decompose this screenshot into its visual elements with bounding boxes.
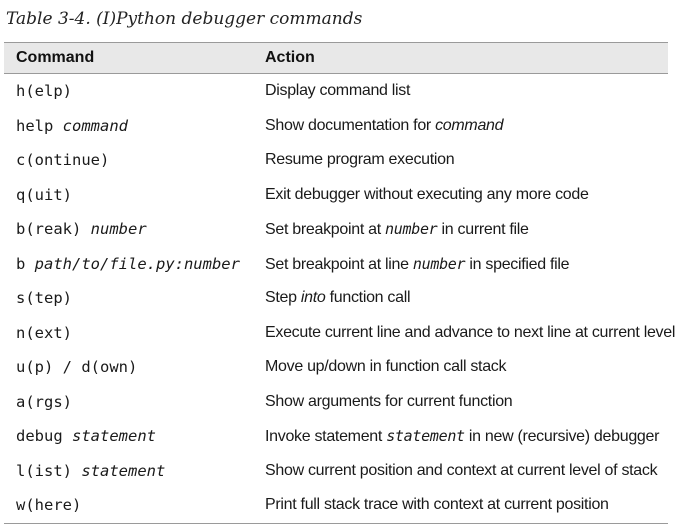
table-caption: Table 3-4. (I)Python debugger commands [6,9,363,29]
action-text: Set breakpoint at [265,221,386,238]
action-text: Show arguments for current function [265,392,513,410]
command-cell: s(tep) [16,281,72,316]
action-text: Resume program execution [265,151,455,168]
table-row: q(uit) Exit debugger without executing an… [4,178,668,213]
command-cell: b path/to/file.py:number [16,247,240,282]
command-text: n(ext) [16,323,72,342]
command-cell: debug statement [16,419,156,454]
table-row: help command Show documentation for comma… [4,109,668,144]
table-row: debug statement Invoke statement statemen… [4,419,668,454]
action-cell: Set breakpoint at line number in specifi… [265,247,570,282]
action-cell: Print full stack trace with context at c… [265,488,609,523]
command-cell: help command [16,109,128,144]
table-row: l(ist) statement Show current position an… [4,454,668,489]
action-code-term: statement [386,427,465,445]
command-text: q(uit) [16,185,72,204]
action-text: function call [325,289,411,306]
action-text: in new (recursive) debugger [464,428,660,445]
command-text: b(reak) [16,220,91,238]
command-argument: statement [81,461,166,480]
command-text: a(rgs) [16,392,72,411]
command-cell: h(elp) [16,74,72,109]
action-text: Invoke statement [265,428,387,445]
action-text: in specified file [465,255,570,273]
table-row: h(elp) Display command list [4,74,668,109]
action-cell: Set breakpoint at number in current file [265,212,529,247]
action-cell: Execute current line and advance to next… [265,316,675,351]
action-text: Show documentation for [265,116,436,134]
action-code-term: number [385,220,438,238]
command-cell: c(ontinue) [16,143,109,178]
action-cell: Show current position and context at cur… [265,454,658,489]
table-body: h(elp) Display command list help command Sh… [4,74,675,523]
command-argument: path/to/file.py:number [34,254,240,273]
action-text: Step [265,289,301,306]
command-argument: command [62,116,128,135]
action-text: Move up/down in function call stack [265,358,507,375]
table-row: c(ontinue) Resume program execution [4,143,668,178]
action-cell: Move up/down in function call stack [265,350,507,385]
action-text: Print full stack trace with context at c… [265,496,609,513]
action-cell: Display command list [265,74,410,109]
action-emphasis: into [300,289,326,306]
table-header-row: Command Action [4,42,668,74]
command-cell: q(uit) [16,178,72,213]
table-row: u(p) / d(own) Move up/down in function ca… [4,350,668,385]
command-cell: l(ist) statement [16,454,165,489]
table-row: w(here) Print full stack trace with conte… [4,488,668,523]
command-cell: b(reak) number [16,212,147,247]
action-text: Show current position and context at cur… [265,461,658,479]
table-bottom-rule [4,522,668,524]
command-text: help [16,116,63,135]
table-row: b path/to/file.py:number Set breakpoint a… [4,247,668,282]
command-text: debug [16,427,72,445]
table-row: b(reak) number Set breakpoint at number i… [4,212,668,247]
action-cell: Invoke statement statement in new (recur… [265,419,659,454]
header-action: Action [265,49,315,66]
action-code-term: number [412,254,466,273]
command-cell: w(here) [16,488,81,523]
table-row: a(rgs) Show arguments for current functio… [4,385,668,420]
action-cell: Show arguments for current function [265,385,513,420]
header-command: Command [16,49,95,66]
command-text: s(tep) [16,289,72,307]
action-cell: Show documentation for command [265,109,504,144]
action-text: Exit debugger without executing any more… [265,185,589,203]
command-cell: a(rgs) [16,385,72,420]
action-emphasis: command [435,116,504,134]
table-row: s(tep) Step into function call [4,281,668,316]
action-text: Display command list [265,82,411,99]
action-cell: Exit debugger without executing any more… [265,178,589,213]
command-text: l(ist) [16,461,82,480]
action-text: in current file [437,221,529,238]
command-argument: number [90,220,147,238]
command-text: h(elp) [16,82,72,100]
action-text: Execute current line and advance to next… [265,323,676,341]
command-cell: u(p) / d(own) [16,350,137,385]
command-text: b [16,254,35,273]
action-cell: Resume program execution [265,143,455,178]
debugger-commands-table: Command Action h(elp) Display command lis… [4,42,675,524]
command-argument: statement [72,427,156,445]
command-text: u(p) / d(own) [16,358,138,376]
action-text: Set breakpoint at line [265,255,413,273]
table-row: n(ext) Execute current line and advance t… [4,316,675,351]
command-cell: n(ext) [16,316,72,351]
action-cell: Step into function call [265,281,411,316]
command-text: c(ontinue) [16,151,110,169]
command-text: w(here) [16,496,82,514]
